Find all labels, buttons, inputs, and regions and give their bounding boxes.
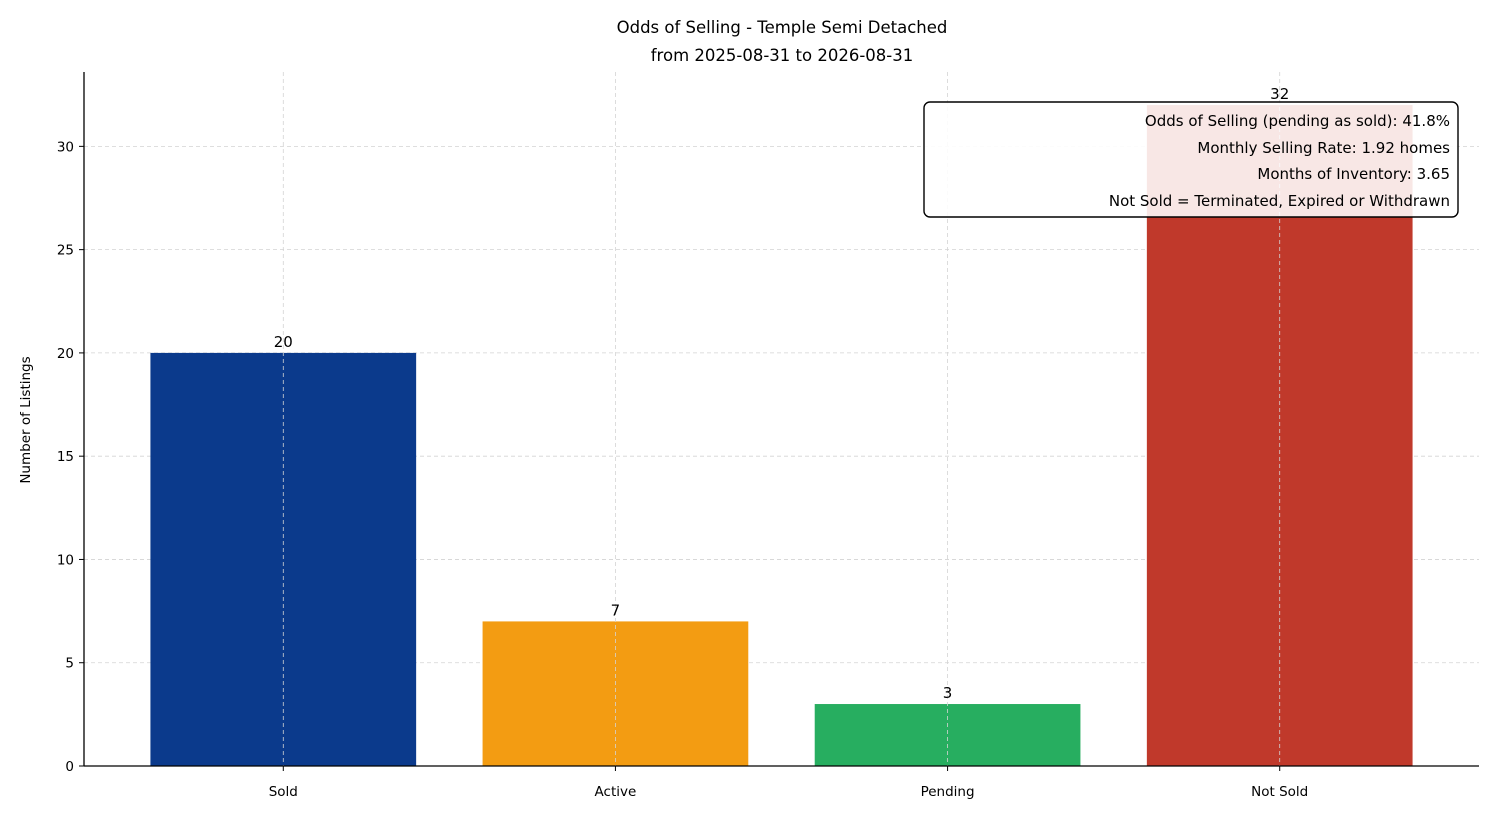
bar-active (482, 621, 749, 766)
info-box-frame (923, 101, 1459, 218)
x-tick-label: Active (595, 784, 637, 800)
info-line-rate: Monthly Selling Rate: 1.92 homes (1197, 139, 1450, 157)
info-line-note: Not Sold = Terminated, Expired or Withdr… (1109, 192, 1450, 210)
y-tick-label: 15 (57, 449, 74, 465)
y-tick-label: 10 (57, 552, 74, 568)
y-tick-label: 0 (65, 759, 74, 775)
chart-subtitle: from 2025-08-31 to 2026-08-31 (651, 46, 913, 65)
value-label: 20 (274, 333, 293, 351)
y-tick-label: 30 (57, 139, 74, 155)
info-box: Odds of Selling (pending as sold): 41.8%… (923, 101, 1459, 218)
chart-title: Odds of Selling - Temple Semi Detached (617, 18, 948, 37)
info-line-inventory: Months of Inventory: 3.65 (1257, 165, 1450, 183)
axes: 0 5 10 15 20 25 30 Sold Active Pending Not Sold (57, 72, 1479, 800)
value-labels: 20 7 3 32 (274, 85, 1290, 702)
value-label: 32 (1270, 85, 1289, 103)
y-tick-label: 25 (57, 243, 74, 259)
y-tick-label: 5 (65, 656, 74, 672)
value-label: 7 (611, 601, 621, 619)
x-tick-label: Not Sold (1251, 784, 1308, 800)
x-tick-label: Pending (921, 784, 975, 800)
info-line-odds: Odds of Selling (pending as sold): 41.8% (1145, 112, 1450, 130)
y-axis-label: Number of Listings (18, 356, 34, 483)
y-tick-label: 20 (57, 346, 74, 362)
value-label: 3 (943, 684, 953, 702)
bar-pending (814, 704, 1081, 766)
x-tick-label: Sold (269, 784, 298, 800)
